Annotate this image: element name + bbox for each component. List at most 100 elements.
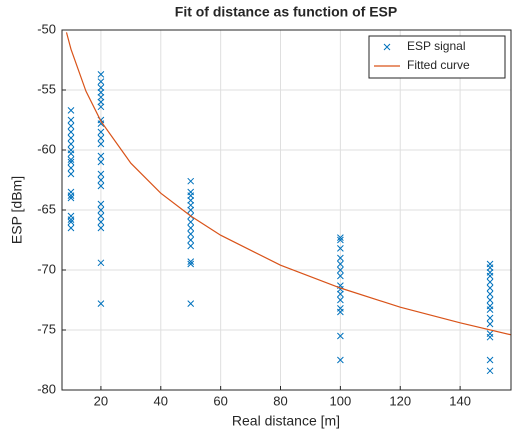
marker xyxy=(97,103,105,111)
marker xyxy=(187,218,195,226)
marker xyxy=(486,290,494,298)
y-tick-label: -50 xyxy=(37,21,56,36)
marker xyxy=(67,150,75,157)
marker xyxy=(97,200,105,208)
marker xyxy=(97,170,105,178)
marker xyxy=(486,284,494,292)
marker xyxy=(97,84,105,91)
marker xyxy=(97,98,105,106)
x-tick-label: 140 xyxy=(449,393,471,408)
y-axis-label: ESP [dBm] xyxy=(9,176,25,244)
marker xyxy=(67,194,75,202)
marker xyxy=(337,290,344,298)
marker xyxy=(67,107,75,114)
marker xyxy=(337,266,344,274)
marker xyxy=(67,116,75,124)
marker xyxy=(97,176,105,184)
marker xyxy=(67,170,75,178)
marker xyxy=(97,134,105,142)
x-tick-label: 100 xyxy=(330,393,352,408)
marker xyxy=(337,296,344,304)
marker xyxy=(67,224,75,232)
x-tick-label: 120 xyxy=(389,393,411,408)
y-tick-label: -60 xyxy=(37,141,56,156)
marker xyxy=(337,356,344,364)
marker xyxy=(97,182,105,190)
marker xyxy=(97,206,105,214)
x-tick-label: 60 xyxy=(213,393,227,408)
marker xyxy=(337,236,344,244)
marker xyxy=(67,140,75,148)
marker xyxy=(67,134,75,142)
marker xyxy=(97,89,105,96)
marker xyxy=(187,242,195,250)
y-tick-label: -75 xyxy=(37,321,56,336)
marker xyxy=(486,320,494,328)
marker xyxy=(97,212,105,220)
marker xyxy=(337,272,344,280)
marker xyxy=(486,367,494,375)
chart-title: Fit of distance as function of ESP xyxy=(175,4,397,20)
legend-label: ESP signal xyxy=(407,39,465,53)
marker xyxy=(187,197,195,204)
marker xyxy=(486,306,494,313)
marker xyxy=(67,164,75,172)
marker xyxy=(486,314,494,322)
marker xyxy=(67,218,75,226)
marker xyxy=(67,216,75,223)
marker xyxy=(187,192,195,199)
marker xyxy=(187,201,195,209)
marker xyxy=(67,192,75,199)
marker xyxy=(486,272,494,280)
marker xyxy=(337,332,344,340)
y-tick-label: -55 xyxy=(37,81,56,96)
marker xyxy=(67,156,75,163)
marker xyxy=(97,140,105,148)
marker xyxy=(486,356,494,364)
x-tick-label: 80 xyxy=(273,393,287,408)
marker xyxy=(97,78,105,85)
marker xyxy=(97,300,105,307)
marker xyxy=(97,128,105,136)
marker xyxy=(97,158,105,166)
legend: ESP signal Fitted curve xyxy=(368,35,506,79)
fitted-line xyxy=(65,32,511,336)
marker xyxy=(187,300,195,307)
plot xyxy=(65,32,511,375)
marker xyxy=(67,158,75,166)
marker xyxy=(67,122,75,130)
marker xyxy=(187,224,195,232)
marker xyxy=(97,71,105,78)
marker xyxy=(97,152,105,160)
marker xyxy=(187,260,195,268)
marker xyxy=(187,258,195,265)
tick-labels: 20 40 60 80 100 120 140 -80 -75 -70 -65 -60 -55 -50 xyxy=(37,21,471,408)
marker xyxy=(97,93,105,101)
y-tick-label: -65 xyxy=(37,201,56,216)
y-tick-label: -80 xyxy=(37,381,56,396)
marker xyxy=(97,218,105,226)
legend-marker xyxy=(383,43,391,51)
marker xyxy=(67,128,75,136)
y-tick-label: -70 xyxy=(37,261,56,276)
marker xyxy=(486,333,494,341)
marker xyxy=(337,245,344,252)
x-tick-label: 40 xyxy=(154,393,168,408)
legend-box xyxy=(368,35,506,79)
legend-label: Fitted curve xyxy=(407,58,470,72)
marker xyxy=(486,278,494,286)
marker xyxy=(486,264,494,271)
marker xyxy=(486,296,494,304)
marker xyxy=(97,224,105,232)
marker xyxy=(187,236,195,244)
marker xyxy=(97,120,105,127)
marker xyxy=(187,177,195,185)
marker xyxy=(337,234,344,241)
marker xyxy=(97,259,105,267)
marker xyxy=(187,230,195,238)
marker xyxy=(187,206,195,214)
marker xyxy=(337,308,344,316)
x-axis-label: Real distance [m] xyxy=(232,413,340,429)
marker xyxy=(337,260,344,268)
